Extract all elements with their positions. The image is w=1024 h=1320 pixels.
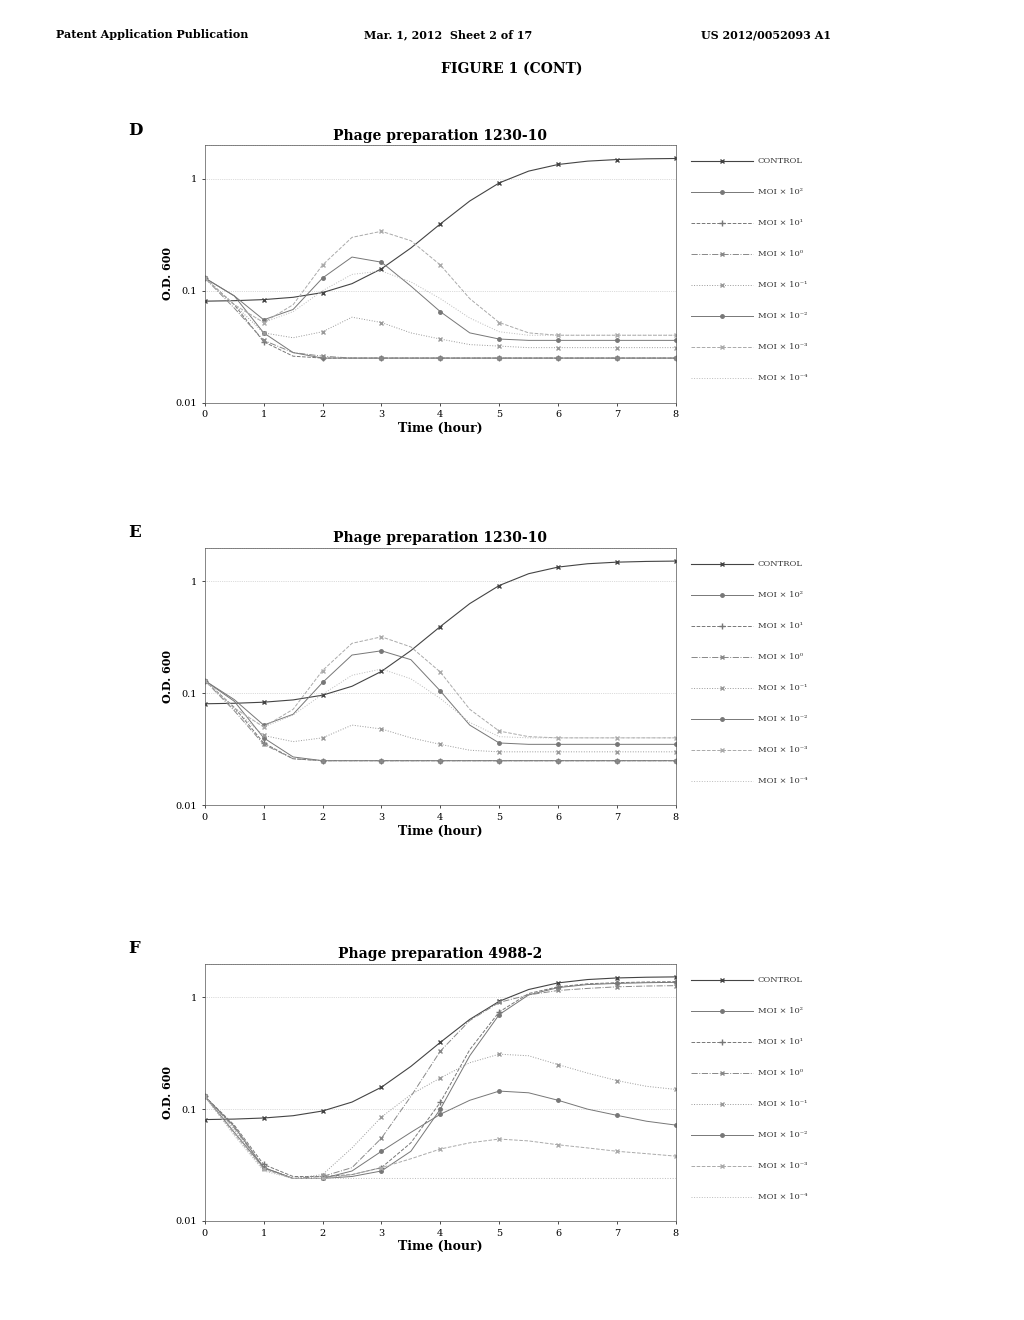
- Text: Mar. 1, 2012  Sheet 2 of 17: Mar. 1, 2012 Sheet 2 of 17: [364, 29, 531, 40]
- Text: MOI × 10¹: MOI × 10¹: [758, 1038, 803, 1045]
- Text: MOI × 10⁰: MOI × 10⁰: [758, 249, 803, 259]
- Text: MOI × 10²: MOI × 10²: [758, 189, 803, 197]
- Text: F: F: [128, 940, 139, 957]
- Text: MOI × 10¹: MOI × 10¹: [758, 622, 803, 630]
- Title: Phage preparation 1230-10: Phage preparation 1230-10: [334, 531, 547, 545]
- Text: MOI × 10⁻³: MOI × 10⁻³: [758, 746, 807, 754]
- Text: D: D: [128, 121, 142, 139]
- Text: MOI × 10⁰: MOI × 10⁰: [758, 652, 803, 661]
- Text: FIGURE 1 (CONT): FIGURE 1 (CONT): [441, 62, 583, 77]
- X-axis label: Time (hour): Time (hour): [398, 422, 482, 436]
- Y-axis label: O.D. 600: O.D. 600: [162, 1065, 173, 1119]
- Text: MOI × 10⁻¹: MOI × 10⁻¹: [758, 1100, 807, 1107]
- Title: Phage preparation 1230-10: Phage preparation 1230-10: [334, 128, 547, 143]
- Text: MOI × 10⁻²: MOI × 10⁻²: [758, 312, 807, 321]
- Text: MOI × 10⁻¹: MOI × 10⁻¹: [758, 684, 807, 692]
- Text: MOI × 10⁻²: MOI × 10⁻²: [758, 1130, 807, 1139]
- X-axis label: Time (hour): Time (hour): [398, 825, 482, 838]
- Text: MOI × 10²: MOI × 10²: [758, 591, 803, 599]
- Text: MOI × 10⁰: MOI × 10⁰: [758, 1068, 803, 1077]
- Text: CONTROL: CONTROL: [758, 975, 803, 983]
- Title: Phage preparation 4988-2: Phage preparation 4988-2: [338, 946, 543, 961]
- Text: MOI × 10¹: MOI × 10¹: [758, 219, 803, 227]
- Text: MOI × 10⁻⁴: MOI × 10⁻⁴: [758, 776, 807, 785]
- Text: Patent Application Publication: Patent Application Publication: [56, 29, 249, 40]
- X-axis label: Time (hour): Time (hour): [398, 1241, 482, 1254]
- Y-axis label: O.D. 600: O.D. 600: [162, 649, 173, 704]
- Text: CONTROL: CONTROL: [758, 560, 803, 568]
- Text: MOI × 10⁻¹: MOI × 10⁻¹: [758, 281, 807, 289]
- Text: MOI × 10⁻⁴: MOI × 10⁻⁴: [758, 1192, 807, 1201]
- Text: MOI × 10⁻³: MOI × 10⁻³: [758, 343, 807, 351]
- Text: US 2012/0052093 A1: US 2012/0052093 A1: [701, 29, 831, 40]
- Text: E: E: [128, 524, 140, 541]
- Y-axis label: O.D. 600: O.D. 600: [162, 247, 173, 301]
- Text: MOI × 10⁻⁴: MOI × 10⁻⁴: [758, 374, 807, 383]
- Text: MOI × 10²: MOI × 10²: [758, 1007, 803, 1015]
- Text: MOI × 10⁻³: MOI × 10⁻³: [758, 1162, 807, 1170]
- Text: CONTROL: CONTROL: [758, 157, 803, 165]
- Text: MOI × 10⁻²: MOI × 10⁻²: [758, 714, 807, 723]
